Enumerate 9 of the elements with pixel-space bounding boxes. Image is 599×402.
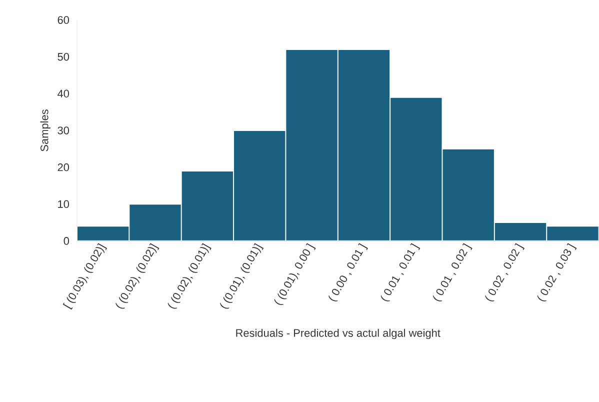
y-tick-label: 50 xyxy=(58,53,70,61)
y-tick-label: 20 xyxy=(58,163,70,172)
y-tick-label: 30 xyxy=(58,126,70,134)
x-axis-title: Residuals - Predicted vs actul algal weight xyxy=(236,328,440,340)
y-tick-label: 10 xyxy=(58,200,70,208)
y-tick-label: 60 xyxy=(58,16,70,24)
y-axis-title: Samples xyxy=(40,110,50,152)
y-tick-label: 0 xyxy=(64,237,70,245)
y-tick-label: 40 xyxy=(58,90,70,98)
